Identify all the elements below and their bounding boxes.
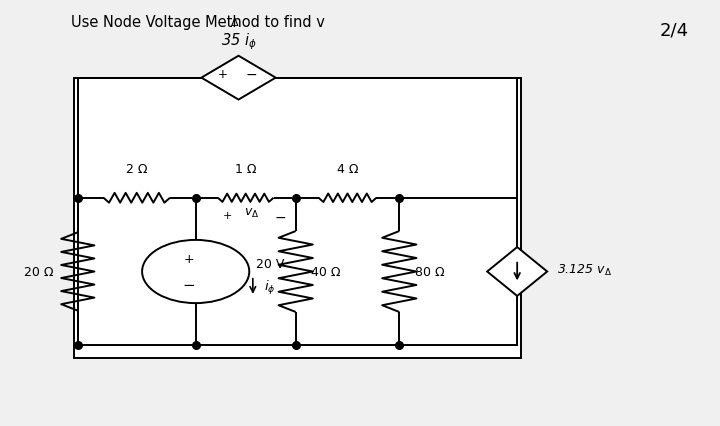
Polygon shape — [487, 248, 547, 296]
Bar — [74, 78, 521, 358]
Text: 80 Ω: 80 Ω — [415, 265, 445, 278]
Text: 20 Ω: 20 Ω — [24, 265, 53, 278]
Text: +: + — [218, 68, 228, 81]
Text: 2 Ω: 2 Ω — [126, 162, 148, 175]
Text: +: + — [223, 210, 233, 220]
Text: 3.125 $v_\Delta$: 3.125 $v_\Delta$ — [557, 262, 612, 277]
Text: $v_\Delta$: $v_\Delta$ — [244, 207, 259, 220]
Text: Use Node Voltage Method to find v: Use Node Voltage Method to find v — [71, 15, 325, 30]
Text: +: + — [183, 253, 194, 266]
Text: 40 Ω: 40 Ω — [312, 265, 341, 278]
Text: 4 Ω: 4 Ω — [337, 162, 359, 175]
Polygon shape — [202, 57, 276, 100]
Text: −: − — [182, 277, 195, 292]
Text: $i_\phi$: $i_\phi$ — [264, 279, 275, 296]
Text: −: − — [246, 67, 257, 81]
Text: 35 $i_\phi$: 35 $i_\phi$ — [220, 32, 256, 52]
Text: −: − — [274, 210, 286, 224]
Text: 20 V: 20 V — [256, 258, 285, 271]
Text: 2/4: 2/4 — [660, 22, 688, 40]
Circle shape — [142, 240, 249, 303]
Text: Δ: Δ — [231, 18, 239, 28]
Text: 1 Ω: 1 Ω — [235, 162, 256, 175]
